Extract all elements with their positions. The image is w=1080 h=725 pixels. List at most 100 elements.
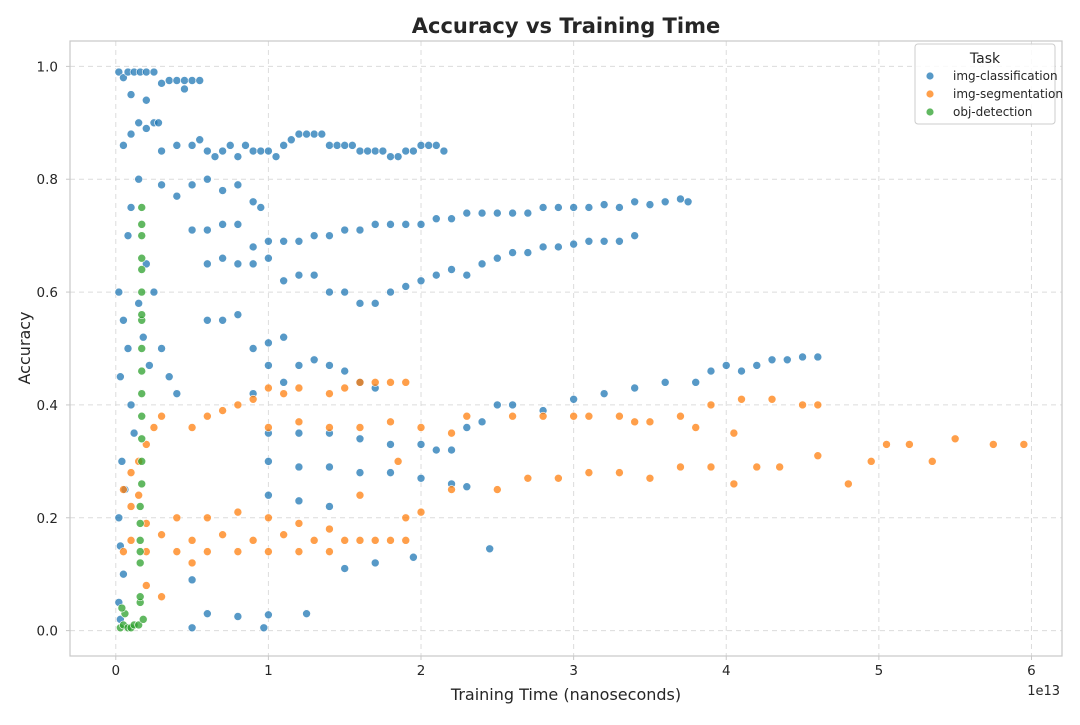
point-img-classification (142, 124, 151, 133)
point-img-classification (116, 372, 125, 382)
y-tick-label: 0.0 (37, 624, 58, 640)
point-obj-detection (137, 411, 147, 421)
point-img-classification (798, 352, 807, 362)
y-axis-ticks: 0.0 0.2 0.4 0.6 0.8 1.0 (37, 59, 70, 640)
point-img-segmentation (370, 378, 380, 387)
point-img-classification (187, 623, 197, 633)
point-img-segmentation (264, 513, 273, 523)
point-img-classification (203, 174, 212, 184)
point-img-classification (431, 141, 441, 150)
legend-marker-img-segmentation (926, 90, 934, 98)
point-img-classification (584, 236, 594, 246)
legend-label-obj-detection: obj-detection (953, 105, 1032, 119)
point-img-classification (248, 197, 258, 207)
x-axis-ticks: 0 1 2 3 4 5 6 (111, 656, 1036, 679)
point-img-segmentation (775, 462, 784, 472)
point-img-classification (493, 208, 502, 218)
point-img-classification (431, 214, 441, 224)
point-img-classification (279, 276, 288, 286)
point-img-classification (340, 287, 350, 297)
point-img-segmentation (729, 479, 739, 489)
point-img-classification (309, 270, 319, 280)
point-img-segmentation (645, 417, 655, 427)
point-img-classification (129, 428, 139, 438)
point-img-classification (332, 141, 342, 150)
point-img-segmentation (279, 389, 288, 398)
point-obj-detection (137, 203, 147, 212)
point-img-classification (630, 231, 639, 240)
point-img-classification (309, 129, 319, 139)
point-img-classification (241, 141, 250, 150)
point-img-classification (569, 394, 578, 404)
point-img-segmentation (569, 411, 578, 421)
point-img-segmentation (462, 411, 472, 421)
point-img-segmentation (416, 507, 426, 517)
point-img-classification (302, 129, 311, 139)
point-obj-detection (137, 220, 147, 229)
point-img-classification (180, 76, 189, 85)
point-img-classification (393, 152, 403, 161)
point-img-classification (233, 259, 243, 269)
point-img-classification (279, 332, 288, 342)
point-img-classification (195, 135, 205, 145)
point-img-classification (154, 118, 163, 128)
point-img-classification (431, 445, 441, 455)
point-img-classification (248, 259, 258, 269)
point-img-segmentation (905, 440, 914, 449)
point-img-segmentation (149, 423, 159, 432)
point-img-classification (145, 361, 154, 370)
point-img-segmentation (447, 428, 456, 438)
point-img-classification (309, 231, 319, 240)
point-img-segmentation (386, 378, 395, 387)
point-img-classification (348, 141, 357, 150)
point-img-classification (294, 129, 304, 139)
point-img-classification (538, 203, 548, 212)
legend-marker-obj-detection (926, 108, 934, 116)
point-obj-detection (137, 310, 147, 319)
point-img-classification (138, 332, 148, 342)
point-img-classification (370, 146, 380, 156)
point-img-segmentation (203, 411, 212, 421)
point-img-classification (721, 361, 731, 370)
point-img-segmentation (370, 536, 380, 545)
point-img-segmentation (798, 400, 807, 410)
point-img-segmentation (386, 417, 395, 427)
point-img-classification (294, 462, 304, 472)
point-img-segmentation (538, 411, 548, 421)
y-tick-label: 0.6 (37, 285, 58, 301)
point-img-classification (279, 236, 288, 246)
point-img-segmentation (447, 485, 456, 494)
point-img-classification (126, 400, 136, 410)
point-img-classification (309, 355, 319, 365)
point-obj-detection (137, 389, 147, 398)
point-img-classification (325, 231, 334, 240)
point-img-segmentation (493, 485, 502, 494)
point-img-segmentation (172, 513, 182, 523)
point-img-classification (256, 146, 266, 156)
point-img-classification (119, 141, 128, 150)
point-img-classification (325, 462, 334, 472)
point-img-classification (203, 146, 212, 156)
point-img-classification (599, 200, 609, 209)
point-img-segmentation (866, 457, 876, 466)
x-tick-label: 1 (264, 663, 273, 679)
point-img-classification (615, 203, 624, 212)
point-img-segmentation (187, 423, 197, 432)
point-img-classification (126, 203, 136, 212)
point-img-classification (409, 552, 418, 562)
point-obj-detection (138, 615, 148, 624)
point-img-segmentation (203, 513, 212, 523)
point-img-classification (370, 299, 380, 308)
point-img-classification (378, 146, 388, 156)
point-img-segmentation (355, 423, 365, 432)
point-img-segmentation (844, 479, 853, 489)
x-tick-label: 6 (1027, 663, 1036, 679)
point-img-segmentation (264, 547, 273, 556)
point-img-segmentation (813, 451, 823, 461)
point-img-classification (386, 152, 395, 161)
point-img-segmentation (218, 530, 227, 539)
point-obj-detection (137, 265, 147, 274)
x-tick-label: 4 (722, 663, 731, 679)
point-img-segmentation (676, 411, 685, 421)
point-img-segmentation (882, 440, 891, 449)
